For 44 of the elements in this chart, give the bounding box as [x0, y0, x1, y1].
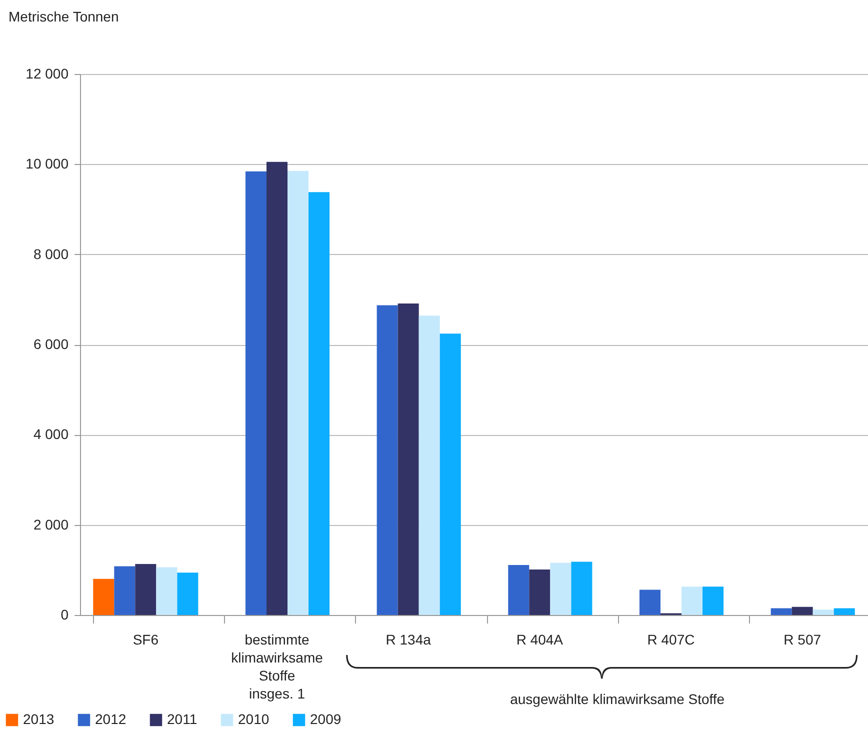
bar: [508, 564, 530, 615]
legend-label: 2009: [310, 711, 342, 727]
bar: [376, 305, 398, 615]
bar: [682, 586, 703, 615]
x-tick-label: R 507: [784, 632, 822, 648]
x-tick-label: R 134a: [386, 632, 432, 648]
bar: [792, 606, 813, 615]
bar: [702, 586, 724, 615]
y-axis-title: Metrische Tonnen: [8, 8, 119, 24]
y-tick-label: 4 000: [33, 426, 69, 442]
y-tick-label: 0: [60, 606, 69, 622]
bar: [156, 567, 178, 615]
bar: [288, 170, 309, 615]
text: ausgewählte klimawirksame Stoffe: [510, 691, 725, 707]
y-tick-label: 12 000: [26, 66, 69, 82]
x-tick-label: R 407C: [647, 632, 695, 648]
legend-label: 2013: [23, 711, 54, 727]
x-tick-label: R 404A: [516, 632, 564, 648]
bar: [770, 608, 792, 615]
y-tick-label: 10 000: [26, 156, 69, 172]
bar: [266, 162, 288, 615]
bar: [135, 564, 156, 615]
bar: [440, 334, 461, 615]
x-tick-label: SF6: [132, 632, 159, 648]
bar: [93, 578, 114, 615]
bar: [639, 590, 660, 615]
x-tick-label: bestimmte klimawirksame Stoffe insges. 1: [231, 632, 324, 702]
y-tick-label: 2 000: [33, 516, 69, 532]
y-tick-label: 6 000: [33, 336, 69, 352]
legend-label: 2011: [167, 711, 198, 727]
y-tick-label: 8 000: [33, 246, 69, 262]
bar: [529, 569, 550, 615]
bar: [114, 566, 136, 615]
bar: [398, 303, 419, 615]
bar: [245, 171, 266, 615]
bar: [308, 192, 330, 615]
legend-label: 2012: [95, 711, 126, 727]
bar: [177, 572, 198, 615]
bar: [812, 610, 834, 615]
bar: [571, 562, 592, 615]
bar: [418, 316, 440, 615]
bar: [550, 562, 572, 615]
bar: [834, 608, 855, 615]
legend-label: 2010: [238, 711, 270, 727]
